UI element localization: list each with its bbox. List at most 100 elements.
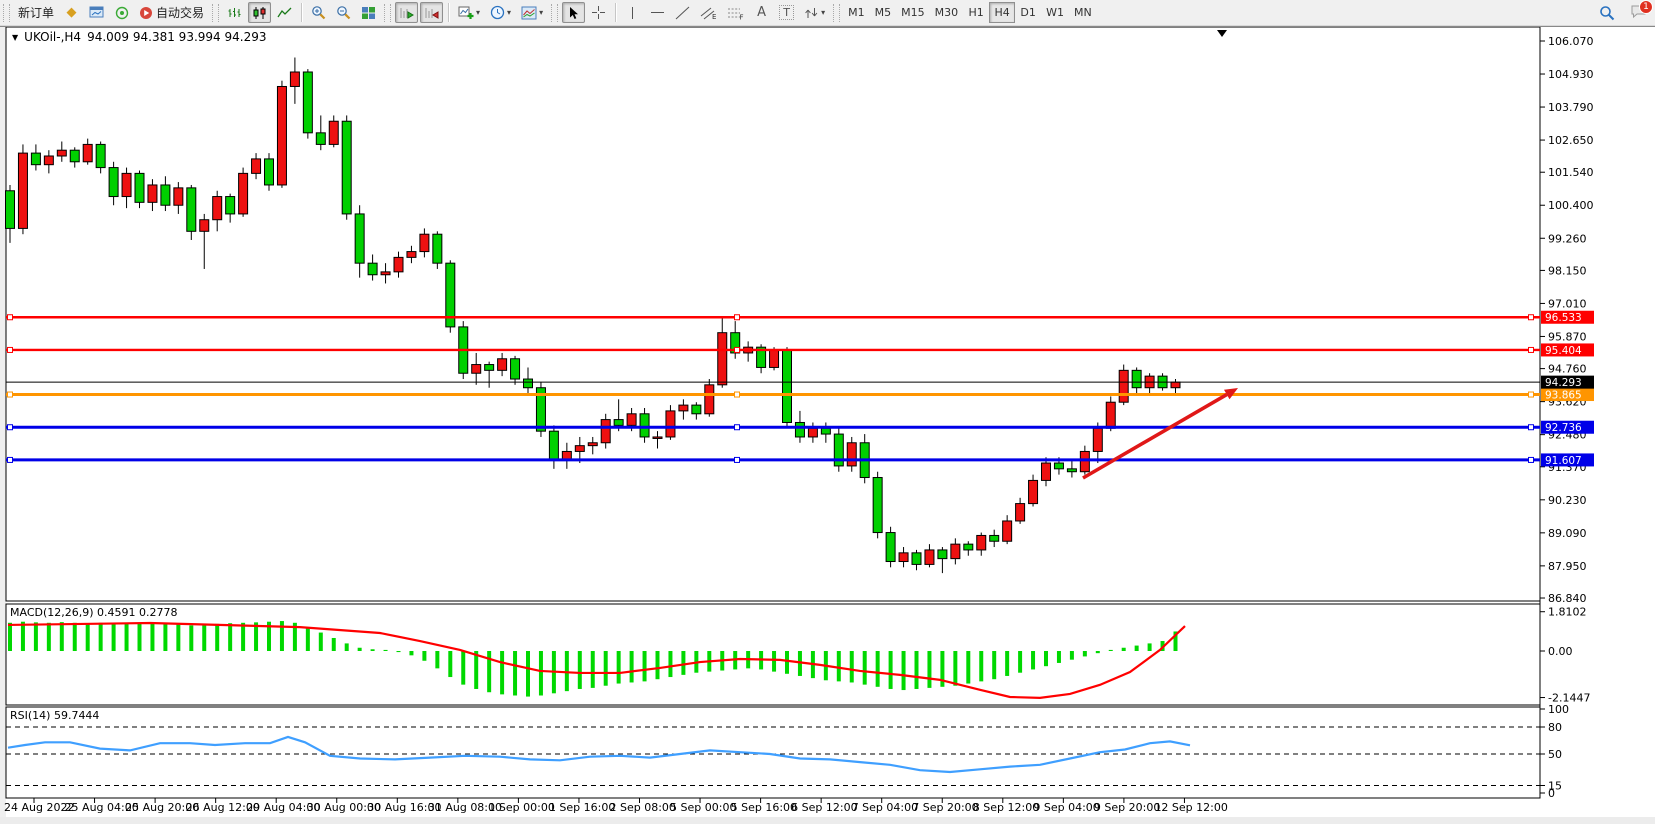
candle-body — [937, 549, 948, 560]
line-handle[interactable] — [7, 424, 13, 431]
date-label: 24 Aug 2022 — [4, 801, 74, 814]
crosshair-tool-button[interactable] — [587, 2, 610, 23]
line-handle[interactable] — [734, 456, 740, 463]
auto-scroll-button[interactable] — [395, 2, 419, 23]
templates-button[interactable]: ▾ — [517, 2, 547, 23]
candle-body — [43, 155, 54, 166]
chart-shift-marker[interactable] — [1217, 30, 1227, 37]
trendline-tool-button[interactable] — [671, 2, 694, 23]
dropdown-arrow-icon: ▾ — [539, 8, 544, 17]
vertical-line-tool-button[interactable] — [621, 2, 644, 23]
symbol-dropdown-icon[interactable]: ▼ — [12, 32, 19, 42]
cursor-tool-button[interactable] — [562, 2, 586, 23]
price-tick-label: 95.870 — [1548, 330, 1587, 343]
line-handle[interactable] — [1528, 346, 1534, 353]
candle-body — [264, 158, 274, 186]
signals-icon[interactable] — [110, 2, 133, 23]
timeframe-button-D1[interactable]: D1 — [1020, 6, 1036, 19]
bar-chart-button[interactable] — [223, 2, 246, 23]
zoom-in-icon — [312, 6, 326, 20]
candle-body — [1118, 369, 1129, 403]
zoom-out-button[interactable] — [332, 2, 355, 23]
line-handle[interactable] — [7, 391, 13, 398]
candle-body — [911, 552, 922, 565]
line-handle[interactable] — [734, 424, 740, 431]
line-handle[interactable] — [1528, 314, 1534, 321]
equidistant-channel-tool-button[interactable]: E — [696, 2, 721, 23]
candle-body — [898, 552, 909, 563]
toolbar-separator — [301, 3, 303, 22]
timeframe-button-MN[interactable]: MN — [1073, 6, 1092, 19]
candle-body — [963, 543, 974, 551]
order-history-icon[interactable]: ◆ — [60, 2, 83, 23]
line-handle[interactable] — [1528, 456, 1534, 463]
candle-body — [225, 196, 236, 215]
candle-body — [367, 262, 378, 276]
timeframe-button-M5[interactable]: M5 — [874, 6, 892, 19]
line-handle[interactable] — [1528, 424, 1534, 431]
notifications-button[interactable]: 1 — [1630, 0, 1653, 22]
add-indicator-button[interactable]: ▾ — [454, 2, 484, 23]
trendline-icon — [675, 6, 690, 19]
timeframe-button-W1[interactable]: W1 — [1046, 6, 1064, 19]
candle-body — [924, 549, 935, 565]
line-handle[interactable] — [734, 391, 740, 398]
candle-body — [600, 419, 611, 444]
autotrading-label: 自动交易 — [156, 6, 205, 20]
line-handle[interactable] — [7, 346, 13, 353]
timeframe-button-M1[interactable]: M1 — [848, 6, 865, 19]
tile-windows-button[interactable] — [357, 2, 380, 23]
clock-icon — [490, 5, 505, 20]
date-label: 2 Sep 08:00 — [610, 801, 676, 814]
notification-badge: 1 — [1639, 0, 1653, 14]
timeframe-button-M30[interactable]: M30 — [934, 6, 959, 19]
horizontal-line-icon — [651, 12, 665, 13]
chart-title[interactable]: ▼ UKOil-,H4 94.009 94.381 93.994 94.293 — [12, 30, 266, 44]
main-chart-panel[interactable] — [5, 26, 1541, 602]
candle-body — [1053, 462, 1064, 470]
date-label: 25 Aug 20:00 — [125, 801, 199, 814]
line-handle[interactable] — [734, 346, 740, 353]
date-label: 30 Aug 00:00 — [307, 801, 381, 814]
period-button[interactable]: ▾ — [486, 2, 515, 23]
rsi-panel[interactable] — [5, 706, 1541, 799]
line-chart-button[interactable] — [273, 2, 296, 23]
date-label: 25 Aug 04:00 — [65, 801, 139, 814]
line-handle[interactable] — [1528, 391, 1534, 398]
line-handle[interactable] — [734, 314, 740, 321]
chart-window-icon — [89, 6, 104, 18]
candle-body — [1131, 369, 1142, 389]
price-line-label-box — [1541, 310, 1594, 324]
zoom-out-icon — [337, 6, 351, 20]
line-handle[interactable] — [7, 314, 13, 321]
macd-tick-label: -2.1447 — [1548, 692, 1590, 705]
new-chart-window-icon[interactable] — [85, 2, 108, 23]
timeframe-button-H1[interactable]: H1 — [968, 6, 984, 19]
search-button[interactable] — [1595, 2, 1619, 23]
line-handle[interactable] — [7, 456, 13, 463]
timeframe-button-H4[interactable]: H4 — [989, 2, 1016, 23]
main-toolbar: 新订单 ◆ 自动交易 — [0, 0, 1655, 26]
timeframe-button-M15[interactable]: M15 — [901, 6, 925, 19]
trend-arrow-line[interactable] — [1082, 392, 1228, 480]
candlestick-chart-button[interactable] — [248, 2, 272, 23]
new-order-button[interactable]: 新订单 — [18, 6, 55, 20]
arrows-tool-button[interactable]: ▾ — [800, 2, 829, 23]
text-label-tool-button[interactable]: T — [775, 2, 798, 23]
candle-body — [1092, 427, 1103, 452]
candle-body — [639, 413, 650, 438]
zoom-in-button[interactable] — [307, 2, 330, 23]
date-label: 5 Sep 16:00 — [731, 801, 797, 814]
trend-arrow-head[interactable] — [1223, 388, 1238, 400]
autotrading-button[interactable]: 自动交易 — [135, 2, 208, 23]
chart-shift-button[interactable] — [420, 2, 444, 23]
candle-body — [510, 358, 521, 380]
text-tool-button[interactable]: A — [757, 5, 767, 20]
candle-body — [523, 378, 533, 389]
fibonacci-tool-button[interactable]: F — [723, 2, 748, 23]
fibonacci-icon: F — [728, 8, 744, 20]
candle-body — [1079, 450, 1090, 473]
horizontal-line-tool-button[interactable] — [646, 2, 669, 23]
bar-chart-icon — [228, 7, 241, 17]
